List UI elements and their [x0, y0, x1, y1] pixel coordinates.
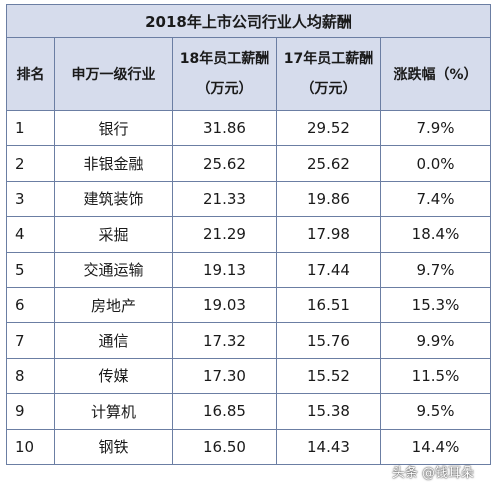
salary-2018-cell: 19.13 [172, 251, 277, 288]
table-row: 1 银行 31.86 29.52 7.9% [6, 109, 492, 147]
salary-2017-cell: 14.43 [276, 428, 381, 465]
rank-cell: 8 [6, 357, 55, 395]
salary-2018-cell: 17.30 [172, 357, 277, 395]
table-row: 5 交通运输 19.13 17.44 9.7% [6, 251, 492, 288]
table-row: 10 钢铁 16.50 14.43 14.4% [6, 428, 492, 465]
header-salary-2018: 18年员工薪酬 （万元） [172, 37, 277, 111]
table-row: 8 传媒 17.30 15.52 11.5% [6, 357, 492, 395]
table-title: 2018年上市公司行业人均薪酬 [5, 4, 492, 38]
header-industry: 申万一级行业 [54, 37, 173, 111]
salary-2017-cell: 25.62 [276, 145, 381, 182]
change-cell: 14.4% [379, 428, 492, 465]
change-cell: 7.9% [379, 109, 492, 147]
industry-cell: 非银金融 [54, 145, 173, 182]
salary-2018-cell: 31.86 [172, 109, 277, 147]
salary-2017-cell: 15.76 [276, 322, 381, 359]
industry-cell: 银行 [54, 109, 173, 147]
table-row: 9 计算机 16.85 15.38 9.5% [6, 393, 492, 430]
change-cell: 0.0% [379, 145, 492, 182]
salary-2018-cell: 21.29 [172, 216, 277, 253]
change-cell: 9.5% [379, 393, 492, 430]
header-rank: 排名 [6, 37, 55, 111]
rank-cell: 6 [6, 286, 55, 324]
change-cell: 9.7% [379, 251, 492, 288]
salary-table: 2018年上市公司行业人均薪酬 排名 申万一级行业 18年员工薪酬 （万元） 1… [5, 4, 492, 465]
salary-2018-cell: 19.03 [172, 286, 277, 324]
salary-2017-cell: 15.52 [276, 357, 381, 395]
table-row: 7 通信 17.32 15.76 9.9% [6, 322, 492, 359]
salary-2018-cell: 21.33 [172, 180, 277, 218]
change-cell: 18.4% [379, 216, 492, 253]
salary-2017-cell: 16.51 [276, 286, 381, 324]
rank-cell: 3 [6, 180, 55, 218]
industry-cell: 房地产 [54, 286, 173, 324]
salary-2018-cell: 16.50 [172, 428, 277, 465]
rank-cell: 2 [6, 145, 55, 182]
rank-cell: 5 [6, 251, 55, 288]
salary-2017-cell: 15.38 [276, 393, 381, 430]
rank-cell: 9 [6, 393, 55, 430]
industry-cell: 传媒 [54, 357, 173, 395]
table-row: 2 非银金融 25.62 25.62 0.0% [6, 145, 492, 182]
table-row: 6 房地产 19.03 16.51 15.3% [6, 286, 492, 324]
header-salary-2017-line1: 17年员工薪酬 [283, 51, 374, 67]
change-cell: 15.3% [379, 286, 492, 324]
salary-table-container: 2018年上市公司行业人均薪酬 排名 申万一级行业 18年员工薪酬 （万元） 1… [5, 4, 492, 484]
table-row: 3 建筑装饰 21.33 19.86 7.4% [6, 180, 492, 218]
header-change: 涨跌幅（%） [379, 37, 492, 111]
change-cell: 11.5% [379, 357, 492, 395]
rank-cell: 4 [6, 216, 55, 253]
industry-cell: 计算机 [54, 393, 173, 430]
header-salary-2017-line2: （万元） [300, 81, 357, 97]
header-salary-2017: 17年员工薪酬 （万元） [276, 37, 381, 111]
header-salary-2018-line1: 18年员工薪酬 [179, 51, 270, 67]
industry-cell: 建筑装饰 [54, 180, 173, 218]
salary-2018-cell: 25.62 [172, 145, 277, 182]
rank-cell: 10 [6, 428, 55, 465]
rank-cell: 7 [6, 322, 55, 359]
salary-2018-cell: 16.85 [172, 393, 277, 430]
salary-2017-cell: 29.52 [276, 109, 381, 147]
table-row: 4 采掘 21.29 17.98 18.4% [6, 216, 492, 253]
rank-cell: 1 [6, 109, 55, 147]
header-salary-2018-line2: （万元） [196, 81, 253, 97]
salary-2018-cell: 17.32 [172, 322, 277, 359]
change-cell: 7.4% [379, 180, 492, 218]
salary-2017-cell: 19.86 [276, 180, 381, 218]
industry-cell: 采掘 [54, 216, 173, 253]
watermark-label: 头条 @钱耳朵 [391, 466, 474, 481]
salary-2017-cell: 17.44 [276, 251, 381, 288]
industry-cell: 钢铁 [54, 428, 173, 465]
industry-cell: 通信 [54, 322, 173, 359]
change-cell: 9.9% [379, 322, 492, 359]
salary-2017-cell: 17.98 [276, 216, 381, 253]
industry-cell: 交通运输 [54, 251, 173, 288]
